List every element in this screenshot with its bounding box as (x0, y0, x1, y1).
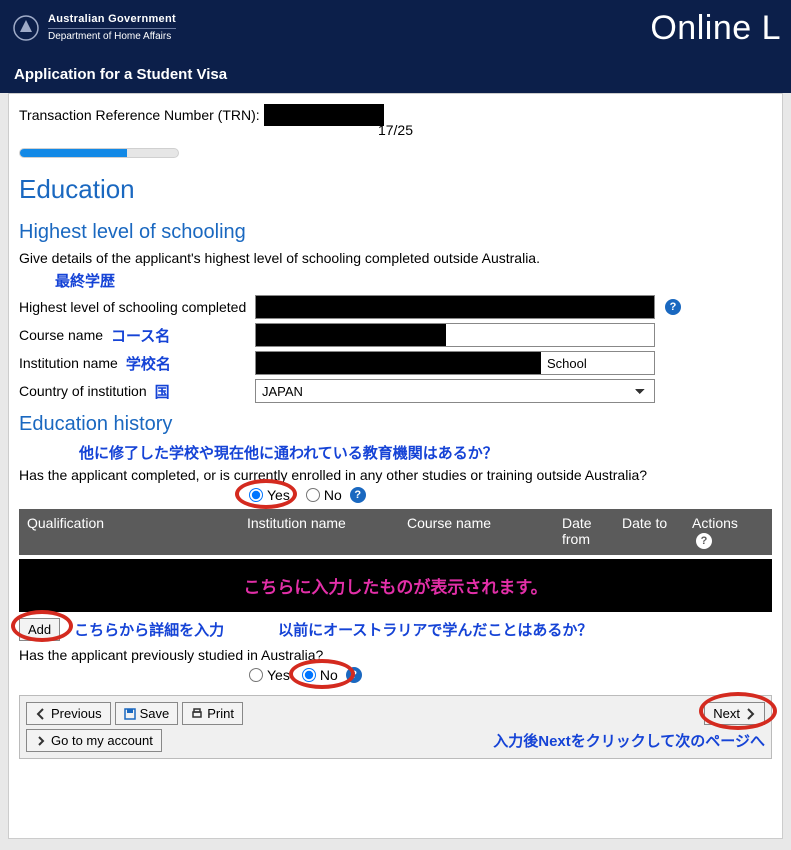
table-row: こちらに入力したものが表示されます。 (19, 559, 772, 612)
history-question: Has the applicant completed, or is curre… (19, 467, 772, 483)
arrow-left-icon (35, 708, 47, 720)
history-table: Qualification Institution name Course na… (19, 509, 772, 612)
online-title: Online L (650, 9, 781, 48)
input-institution[interactable]: School (255, 351, 655, 375)
save-icon (124, 708, 136, 720)
table-header: Qualification Institution name Course na… (19, 509, 772, 555)
label-yes: Yes (267, 487, 290, 503)
label-no2: No (320, 667, 338, 683)
label-country: Country of institution (19, 383, 147, 399)
subsection-history: Education history (19, 413, 772, 436)
trn-label: Transaction Reference Number (TRN): (19, 107, 260, 123)
goto-account-button[interactable]: Go to my account (26, 729, 162, 752)
label-no: No (324, 487, 342, 503)
print-button[interactable]: Print (182, 702, 243, 725)
subsection-highest: Highest level of schooling (19, 221, 772, 244)
help-icon[interactable]: ? (350, 487, 366, 503)
section-education: Education (19, 174, 772, 205)
annot-final-edu: 最終学歴 (55, 270, 772, 291)
page-counter: 17/25 (19, 122, 772, 138)
input-course-name[interactable] (255, 323, 655, 347)
save-button[interactable]: Save (115, 702, 179, 725)
col-date-from: Date from (558, 515, 618, 549)
gov-line1: Australian Government (48, 13, 176, 26)
next-button[interactable]: Next (704, 702, 765, 725)
progress-fill (20, 149, 127, 157)
col-course: Course name (403, 515, 558, 549)
col-date-to: Date to (618, 515, 688, 549)
annot-prev-aus: 以前にオーストラリアで学んだことはあるか？ (278, 619, 592, 640)
label-institution: Institution name (19, 355, 118, 371)
radio-prev-no[interactable] (302, 668, 316, 682)
chevron-right-icon (35, 735, 47, 747)
gov-header: Australian Government Department of Home… (0, 0, 791, 56)
gov-line2: Department of Home Affairs (48, 28, 176, 43)
highest-desc: Give details of the applicant's highest … (19, 250, 772, 266)
app-title: Application for a Student Visa (0, 56, 791, 93)
help-icon[interactable]: ? (346, 667, 362, 683)
gov-logo: Australian Government Department of Home… (10, 12, 176, 44)
label-yes2: Yes (267, 667, 290, 683)
annot-country: 国 (155, 381, 170, 402)
help-icon[interactable]: ? (665, 299, 681, 315)
label-course-name: Course name (19, 327, 103, 343)
select-country[interactable]: JAPAN (255, 379, 655, 403)
col-actions: Actions ? (688, 515, 763, 549)
footer-bar: Previous Save Print Next Go to my (19, 695, 772, 759)
col-institution: Institution name (243, 515, 403, 549)
main-content: Transaction Reference Number (TRN): 17/2… (8, 93, 783, 839)
previous-button[interactable]: Previous (26, 702, 111, 725)
radio-prev-yes[interactable] (249, 668, 263, 682)
print-icon (191, 708, 203, 720)
annot-course-name: コース名 (111, 325, 170, 346)
trn-redacted (264, 104, 384, 126)
radio-history-no[interactable] (306, 488, 320, 502)
radio-history-yes[interactable] (249, 488, 263, 502)
annot-school-name: 学校名 (126, 353, 171, 374)
add-button[interactable]: Add (19, 618, 60, 641)
annot-other-schools: 他に修了した学校や現在他に通われている教育機関はあるか？ (79, 442, 772, 463)
col-qualification: Qualification (23, 515, 243, 549)
select-highest-level[interactable] (255, 295, 655, 319)
help-icon[interactable]: ? (696, 533, 712, 549)
prev-question: Has the applicant previously studied in … (19, 647, 772, 663)
arrow-right-icon (744, 708, 756, 720)
annot-add-detail: こちらから詳細を入力 (74, 619, 224, 640)
crest-icon (10, 12, 42, 44)
annot-next-hint: 入力後Nextをクリックして次のページへ (493, 730, 765, 751)
label-highest-level: Highest level of schooling completed (19, 299, 249, 315)
progress-bar (19, 148, 179, 158)
